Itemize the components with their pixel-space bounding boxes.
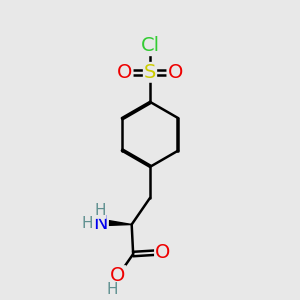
- Polygon shape: [109, 221, 132, 225]
- Text: O: O: [117, 63, 133, 82]
- Text: H: H: [107, 282, 118, 297]
- Text: O: O: [155, 243, 170, 262]
- Text: O: O: [110, 266, 125, 285]
- Text: N: N: [93, 214, 108, 232]
- Text: O: O: [167, 63, 183, 82]
- Text: S: S: [144, 63, 156, 82]
- Text: H: H: [94, 203, 106, 218]
- Text: Cl: Cl: [140, 36, 160, 55]
- Text: H: H: [82, 215, 93, 230]
